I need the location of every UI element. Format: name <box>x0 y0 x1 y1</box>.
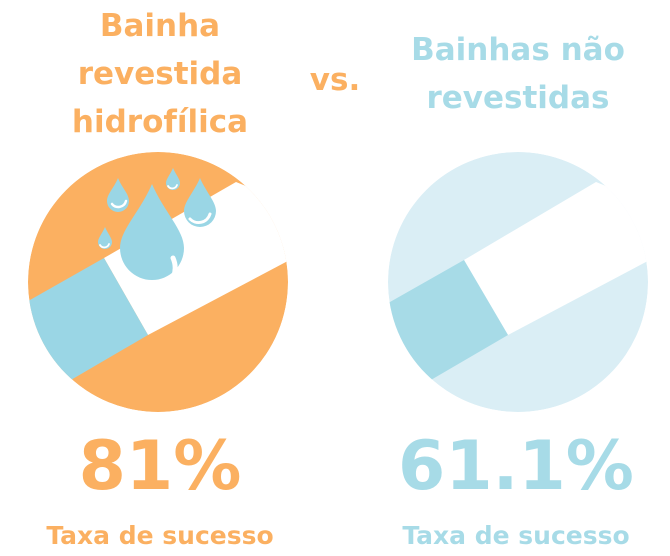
sheath-body-shape <box>104 182 288 335</box>
uncoated-success-rate: 61.1% <box>398 427 634 506</box>
coated-success-caption: Taxa de sucesso <box>46 521 274 550</box>
coated-sheath-title-line-1: Bainha <box>99 8 221 44</box>
uncoated-sheath-title-line-1: Bainhas não <box>411 32 625 68</box>
sheath-body-shape <box>464 182 648 335</box>
coated-sheath-title-line-3: hidrofílica <box>71 104 249 140</box>
versus-label: vs. <box>309 62 361 98</box>
coated-sheath-illustration <box>28 152 288 412</box>
coated-success-rate: 81% <box>78 427 242 506</box>
coated-sheath-title: Bainha revestida hidrofílica <box>20 2 300 146</box>
uncoated-sheath-title-line-2: revestidas <box>426 80 610 116</box>
uncoated-sheath-illustration <box>388 152 648 412</box>
uncoated-sheath-title: Bainhas não revestidas <box>378 26 658 122</box>
uncoated-success-caption: Taxa de sucesso <box>402 521 630 550</box>
coated-sheath-title-line-2: revestida <box>77 56 243 92</box>
water-drops-icon <box>98 168 216 296</box>
